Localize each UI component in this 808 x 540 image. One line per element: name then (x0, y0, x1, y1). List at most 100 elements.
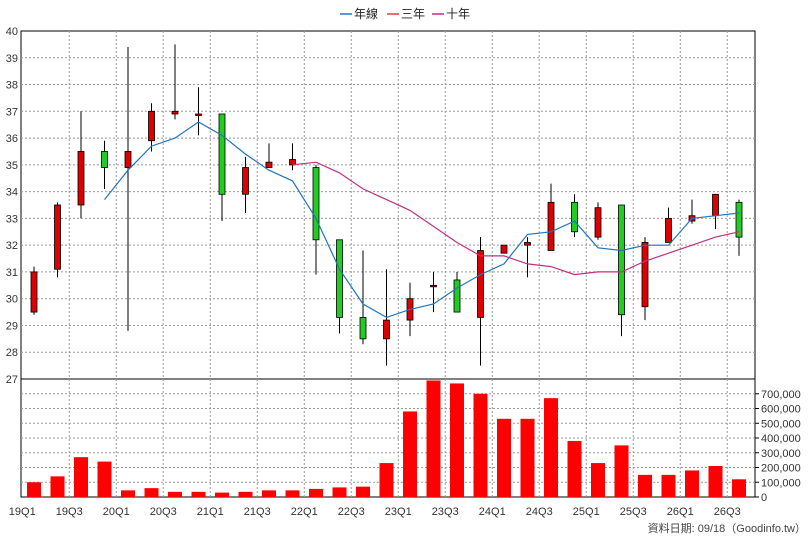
candle (571, 194, 578, 238)
candle-body (712, 193, 719, 217)
time-tick-label: 21Q3 (244, 506, 271, 518)
time-tick-label: 25Q3 (620, 506, 647, 518)
time-tick-label: 22Q1 (291, 506, 318, 518)
volume-bar (403, 411, 417, 497)
time-tick-label: 19Q1 (9, 506, 36, 518)
volume-bar (168, 491, 182, 497)
candle-body (571, 201, 578, 233)
volume-bar (262, 490, 276, 497)
candle (524, 237, 531, 278)
candle-body (77, 151, 85, 206)
candle (265, 143, 273, 168)
price-tick-label: 29 (6, 320, 18, 332)
volume-bar (285, 490, 300, 497)
candle (712, 193, 719, 230)
candle (477, 237, 484, 366)
volume-tick-label: 500,000 (761, 418, 801, 430)
volume-bar (426, 380, 441, 497)
candle (547, 183, 555, 251)
candle (101, 140, 108, 189)
volume-bar (74, 457, 88, 497)
time-tick-label: 25Q1 (573, 506, 600, 518)
time-tick-label: 23Q1 (385, 506, 412, 518)
price-tick-label: 36 (6, 133, 18, 145)
data-date-footer: 資料日期: 09/18（Goodinfo.tw） (648, 521, 806, 535)
candle (77, 111, 85, 219)
candle (665, 207, 672, 243)
candle (289, 143, 296, 171)
price-tick-label: 31 (6, 267, 18, 279)
volume-bar (97, 461, 112, 497)
volume-bar (27, 482, 41, 497)
candle (641, 237, 649, 321)
candle-body (265, 161, 273, 168)
candle-body (336, 239, 343, 318)
volume-bar (567, 440, 582, 497)
candle (54, 202, 61, 278)
candle (430, 271, 437, 313)
candle (500, 244, 508, 254)
price-tick-label: 38 (6, 80, 18, 92)
volume-bar (50, 476, 65, 497)
candle (242, 156, 249, 214)
candle-body (547, 201, 555, 251)
candle (336, 239, 343, 334)
volume-tick-label: 300,000 (761, 448, 801, 460)
volume-bar (638, 474, 652, 497)
price-tick-label: 30 (6, 294, 18, 306)
legend-label-ten: 十年 (446, 7, 470, 21)
price-tick-label: 40 (6, 26, 18, 38)
candle (618, 204, 625, 337)
candle-body (101, 151, 108, 168)
volume-bar (309, 488, 323, 497)
time-tick-label: 23Q3 (432, 506, 459, 518)
candle (148, 103, 155, 152)
candle-body (242, 167, 249, 195)
price-tick-label: 39 (6, 53, 18, 65)
candle-body (171, 110, 179, 115)
time-tick-label: 26Q1 (667, 506, 694, 518)
price-tick-label: 28 (6, 347, 18, 359)
candle (195, 87, 202, 136)
candle-body (735, 201, 743, 238)
volume-bar (685, 470, 699, 497)
candle-body (54, 204, 61, 270)
candle-body (500, 244, 508, 254)
price-tick-label: 33 (6, 213, 18, 225)
volume-bar (661, 474, 676, 497)
price-tick-label: 35 (6, 160, 18, 172)
candle-body (312, 167, 320, 241)
volume-bar (121, 490, 135, 497)
volume-bar (591, 463, 605, 497)
volume-bar (191, 491, 206, 497)
candle-body (124, 151, 132, 168)
price-tick-label: 37 (6, 106, 18, 118)
candle-body (148, 110, 155, 142)
volume-bar (215, 492, 229, 497)
legend: 年線 三年 十年 (340, 6, 470, 21)
candle-body (30, 271, 38, 313)
volume-bar (144, 488, 159, 497)
candle (124, 47, 132, 331)
volume-tick-label: 700,000 (761, 389, 801, 401)
volume-tick-label: 100,000 (761, 477, 801, 489)
price-tick-label: 32 (6, 240, 18, 252)
candle-body (218, 113, 226, 195)
plot-area: 27 28 29 30 31 32 33 34 35 36 37 38 39 40 0 100,000 200,… (6, 26, 801, 518)
candle-body (289, 159, 296, 166)
candle-body (618, 204, 625, 316)
time-tick-label: 22Q3 (338, 506, 365, 518)
volume-bar (497, 418, 511, 497)
time-tick-label: 21Q1 (197, 506, 224, 518)
candle (171, 44, 179, 120)
legend-label-three: 三年 (401, 7, 425, 21)
volume-bar (356, 486, 370, 497)
volume-tick-label: 400,000 (761, 433, 801, 445)
time-tick-label: 20Q3 (150, 506, 177, 518)
candle (453, 271, 461, 313)
volume-bar (379, 463, 394, 497)
candle (359, 250, 367, 345)
volume-bar (332, 487, 347, 497)
candle-body (359, 317, 367, 340)
